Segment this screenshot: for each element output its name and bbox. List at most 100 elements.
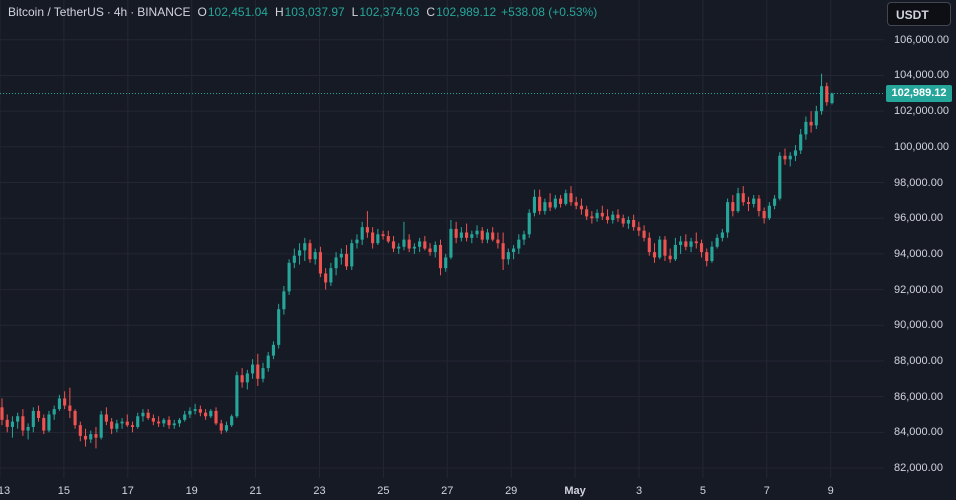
y-tick-label: 92,000.00 [894, 283, 943, 296]
candle [658, 236, 662, 260]
candle-body [136, 416, 140, 427]
candle-body [480, 230, 484, 240]
candle-body [397, 246, 401, 249]
x-tick-label: May [564, 485, 586, 497]
candle [219, 419, 223, 435]
candle [115, 419, 119, 433]
candle [344, 244, 349, 270]
candle-body [313, 252, 317, 260]
candle-body [428, 248, 432, 253]
candle-body [94, 434, 98, 438]
candle [277, 303, 281, 349]
candle [454, 221, 458, 244]
candle-body [668, 255, 672, 260]
candle [177, 418, 182, 427]
candle [788, 152, 792, 167]
candle-body [512, 248, 516, 253]
candle [663, 236, 667, 262]
candle [543, 198, 547, 215]
candle [230, 414, 234, 427]
candle [428, 243, 432, 256]
candle [31, 407, 35, 433]
candle-body [110, 421, 114, 429]
candle-body [553, 198, 557, 208]
candle [637, 221, 641, 237]
candle-body [151, 418, 155, 422]
candle [668, 248, 672, 263]
legend-separator: · [130, 5, 135, 19]
candle-body [527, 212, 531, 235]
candle-body [355, 239, 359, 244]
candle [287, 259, 291, 295]
candle-body [266, 355, 270, 369]
y-tick-label: 102,000.00 [894, 105, 950, 118]
candle [579, 198, 583, 215]
candle [26, 423, 30, 440]
candle-body [746, 202, 751, 204]
candle-body [825, 86, 829, 103]
candle-body [26, 426, 30, 431]
candle-body [621, 218, 625, 224]
y-tick-label: 98,000.00 [894, 176, 943, 189]
candle-body [731, 202, 735, 212]
candle [752, 195, 756, 208]
candle [470, 230, 474, 244]
candle [757, 195, 761, 217]
x-tick-label: 25 [377, 485, 390, 497]
candle-body [209, 410, 213, 417]
candle-body [611, 214, 615, 220]
candle-body [532, 196, 537, 213]
currency-button[interactable]: USDT [887, 2, 951, 26]
candle-body [438, 244, 443, 269]
candle [616, 209, 620, 222]
candle [595, 209, 599, 222]
candle-body [36, 410, 41, 419]
candle [558, 195, 563, 208]
candle-body [104, 414, 108, 422]
candle-body [543, 202, 547, 212]
candle [522, 230, 526, 245]
candle-body [548, 202, 552, 208]
candle [183, 410, 187, 422]
candle-body [673, 244, 677, 260]
candle-body [517, 239, 521, 249]
candle-body [626, 219, 630, 224]
candle [423, 236, 427, 251]
candle-body [637, 227, 641, 231]
x-tick-label: 21 [249, 485, 262, 497]
candle-body [277, 309, 281, 345]
y-tick-label: 100,000.00 [894, 140, 950, 153]
symbol-name[interactable]: Bitcoin / TetherUS [8, 5, 104, 19]
candle-body [120, 421, 124, 424]
candle [496, 232, 500, 249]
candle-body [292, 255, 296, 263]
candle [397, 243, 401, 254]
candle-body [522, 234, 526, 240]
candle-body [590, 216, 594, 219]
candle [125, 414, 129, 427]
candle-body [204, 412, 208, 417]
candle [684, 234, 688, 251]
candle-body [282, 291, 286, 310]
x-tick-label: 29 [505, 485, 518, 497]
candle-body [240, 375, 244, 383]
candle-body [47, 414, 51, 431]
candle [303, 237, 307, 262]
candle-body [10, 421, 15, 427]
candle [564, 189, 568, 206]
candle [402, 221, 406, 251]
candle-body [402, 239, 406, 247]
interval-label[interactable]: 4h [113, 5, 128, 19]
candle-body [141, 412, 145, 417]
candle [506, 248, 510, 265]
candle [214, 407, 218, 426]
candle-body [804, 121, 808, 135]
candle-body [658, 239, 662, 258]
candle-body [595, 212, 599, 219]
candle-body [350, 243, 354, 267]
candle-body [162, 419, 166, 424]
candle [266, 352, 270, 372]
candle-body [360, 227, 364, 240]
candle [365, 211, 369, 238]
